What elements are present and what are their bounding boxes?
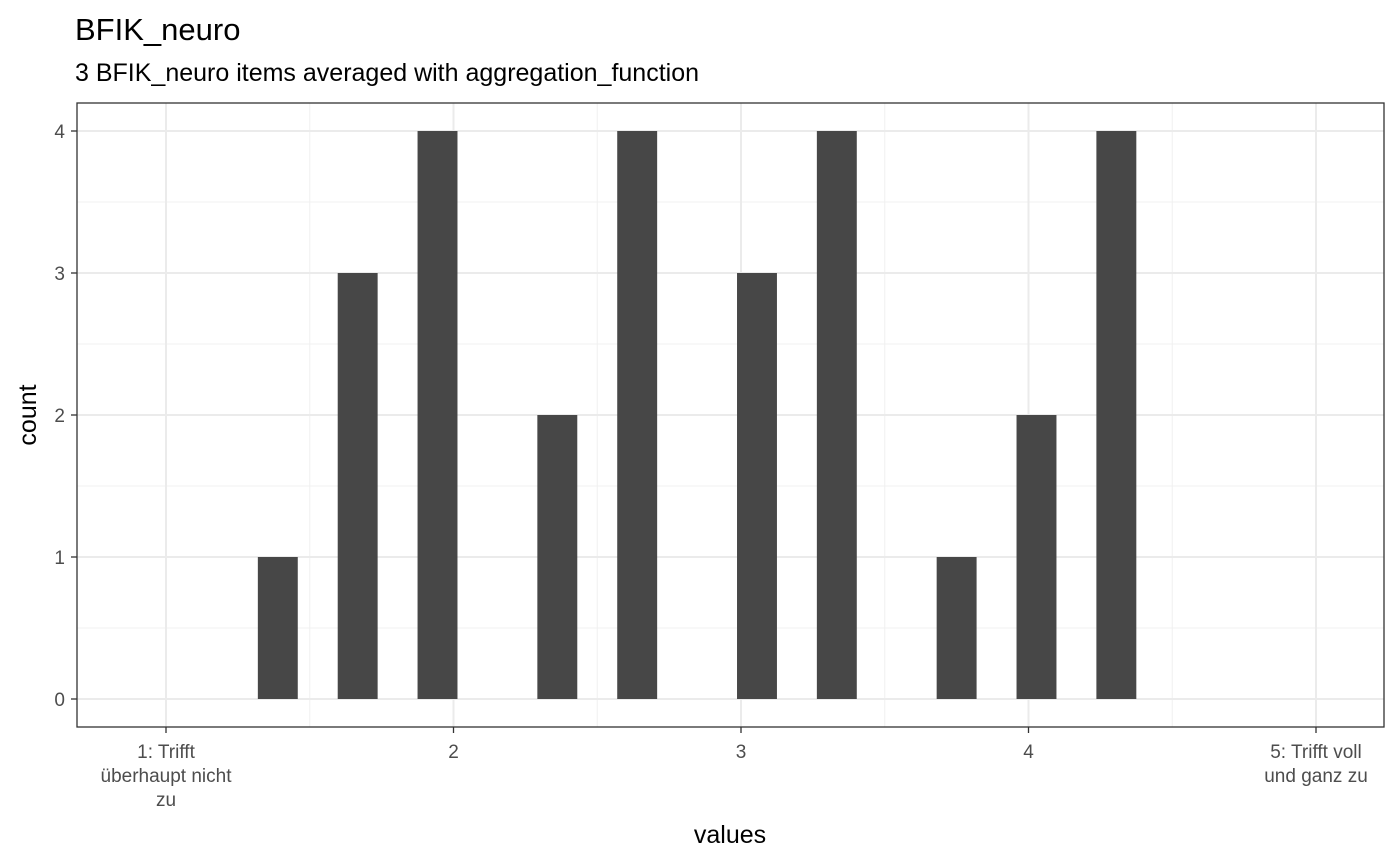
chart-title: BFIK_neuro <box>75 12 240 47</box>
histogram-bar <box>257 557 298 699</box>
x-tick-label: 2 <box>448 742 459 763</box>
y-tick-label: 1 <box>54 548 65 569</box>
x-tick-label: 4 <box>1023 742 1034 763</box>
y-tick-label: 4 <box>54 122 65 143</box>
x-axis-title: values <box>694 821 766 849</box>
histogram-bar <box>1096 131 1137 699</box>
x-tick-label: 5: Trifft voll und ganz zu <box>1264 742 1368 787</box>
x-tick-label: 1: Trifft überhaupt nicht zu <box>101 742 233 811</box>
chart-subtitle: 3 BFIK_neuro items averaged with aggrega… <box>75 59 699 87</box>
histogram-bar <box>617 131 658 699</box>
y-tick-label: 0 <box>54 690 65 711</box>
histogram-bar <box>737 273 777 699</box>
grid <box>77 103 1384 727</box>
histogram-bar <box>816 131 857 699</box>
histogram-bar <box>936 557 977 699</box>
y-axis-title: count <box>14 384 42 445</box>
y-tick-label: 3 <box>54 264 65 285</box>
bars <box>257 131 1137 699</box>
y-axis: 0 1 2 3 4 <box>54 122 77 711</box>
x-axis: 1: Trifft überhaupt nicht zu 2 3 4 5: Trifft v… <box>101 727 1368 811</box>
histogram-bar <box>1016 415 1057 699</box>
histogram-bar <box>417 131 458 699</box>
histogram-bar <box>337 273 378 699</box>
histogram-bar <box>537 415 578 699</box>
x-tick-label: 3 <box>736 742 747 763</box>
y-tick-label: 2 <box>54 406 65 427</box>
